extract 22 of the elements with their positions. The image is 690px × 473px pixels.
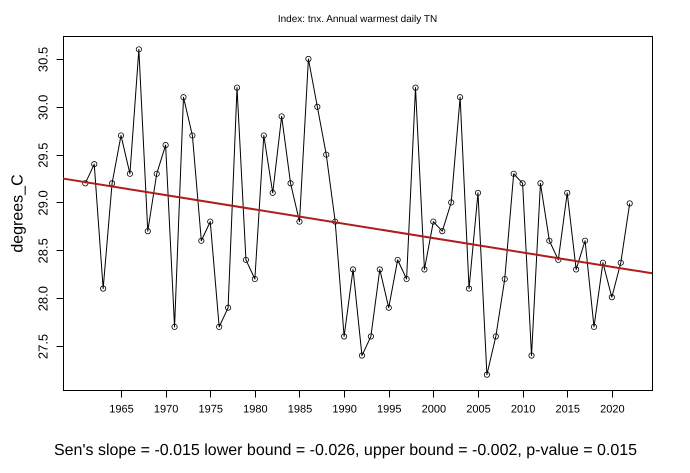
y-tick-label: 29.5: [36, 142, 50, 168]
y-tick-label: 29.0: [36, 190, 50, 216]
x-tick-label: 1965: [109, 404, 134, 416]
x-tick-label: 1995: [376, 404, 402, 416]
chart-title: Index: tnx. Annual warmest daily TN: [278, 14, 438, 25]
x-tick-label: 2010: [510, 404, 536, 416]
x-tick-label: 2015: [555, 404, 580, 416]
y-tick-label: 30.0: [36, 94, 50, 120]
x-tick-label: 2005: [466, 404, 491, 416]
y-tick-label: 28.0: [36, 286, 50, 312]
x-tick-label: 1975: [198, 404, 223, 416]
text: Sen's slope = -0.015 lower bound = -0.026, upper bound = -0.002, p-value = 0.015: [54, 442, 638, 459]
x-tick-label: 1980: [243, 404, 268, 416]
y-tick-label: 28.5: [36, 238, 50, 264]
x-tick-label: 2020: [600, 404, 625, 416]
y-tick-label: 27.5: [36, 334, 50, 360]
x-tick-label: 1970: [154, 404, 178, 416]
y-axis-title: degrees_C: [10, 174, 26, 253]
x-tick-label: 1985: [288, 404, 312, 416]
y-tick-label: 30.5: [36, 46, 50, 72]
x-tick-label: 1990: [332, 404, 357, 416]
x-tick-label: 2000: [422, 404, 446, 416]
